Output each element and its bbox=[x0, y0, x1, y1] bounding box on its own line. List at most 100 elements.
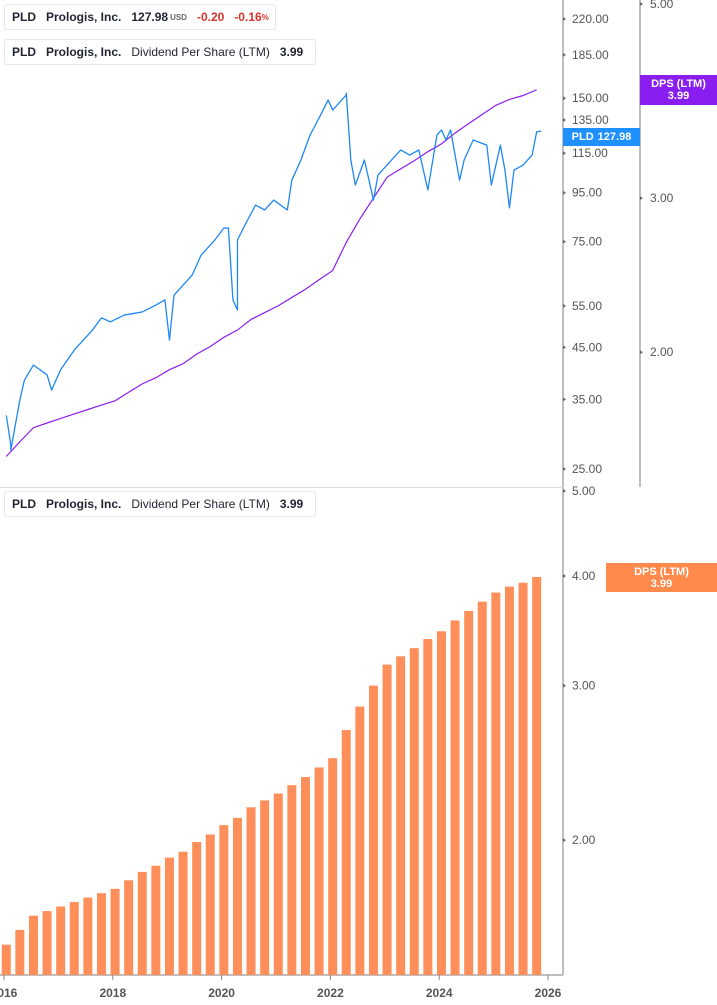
price-tick-label: 35.00 bbox=[572, 392, 602, 406]
x-tick-label: 2026 bbox=[535, 986, 562, 1000]
dps-tick-label: 4.00 bbox=[572, 569, 596, 583]
legend-value: 3.99 bbox=[279, 45, 304, 59]
x-tick-label: 2020 bbox=[208, 986, 235, 1000]
price-tick-label: 220.00 bbox=[572, 12, 609, 26]
tick-mark bbox=[563, 574, 566, 579]
dps-bar bbox=[260, 800, 270, 975]
dps-bar bbox=[69, 902, 79, 975]
dps-bar bbox=[178, 851, 188, 975]
tick-mark bbox=[563, 683, 566, 688]
legend-metric: Dividend Per Share (LTM) bbox=[131, 45, 270, 59]
tick-mark bbox=[563, 96, 566, 101]
dps-tick-label: 2.00 bbox=[572, 833, 596, 847]
price-tick-label: 95.00 bbox=[572, 186, 602, 200]
dps-bar bbox=[518, 582, 528, 975]
dps-bar bbox=[368, 685, 378, 975]
dps-bar bbox=[396, 656, 406, 975]
dps-tick-label: 5.00 bbox=[650, 0, 674, 11]
x-tick-label: 2024 bbox=[426, 986, 453, 1000]
dps-tag-value: 3.99 bbox=[667, 90, 690, 102]
dps-bar bbox=[355, 706, 365, 975]
x-tick-label: 2016 bbox=[0, 986, 18, 1000]
tick-mark bbox=[563, 838, 566, 843]
tick-mark bbox=[563, 397, 566, 402]
dps-tick-label: 5.00 bbox=[572, 484, 596, 498]
dps-bar bbox=[477, 601, 487, 975]
tick-mark bbox=[640, 196, 643, 201]
legend-pct-sign: % bbox=[261, 12, 269, 22]
tick-mark bbox=[563, 190, 566, 195]
price-tag-value: 127.98 bbox=[597, 131, 632, 143]
dps-tag-label: DPS (LTM) bbox=[634, 565, 689, 578]
price-tag: PLD 127.98 bbox=[563, 128, 640, 146]
price-tick-label: 75.00 bbox=[572, 235, 602, 249]
price-tick-label: 185.00 bbox=[572, 48, 609, 62]
dps-tick-label: 3.00 bbox=[650, 191, 674, 205]
tick-mark bbox=[640, 2, 643, 6]
dps-bar bbox=[232, 817, 242, 975]
dps-bar bbox=[409, 648, 419, 975]
dps-bar bbox=[110, 888, 120, 975]
tick-mark bbox=[563, 466, 566, 471]
dps-bar bbox=[1, 944, 11, 975]
legend-change: -0.20 bbox=[196, 10, 225, 24]
dps-bar bbox=[504, 586, 514, 975]
dps-tag-label: DPS (LTM) bbox=[651, 78, 706, 90]
dps-top-tag: DPS (LTM) 3.99 bbox=[640, 75, 717, 105]
legend-ticker: PLD bbox=[12, 10, 36, 24]
dps-bar bbox=[287, 785, 297, 975]
dps-bar bbox=[137, 871, 147, 975]
dps-tick-label: 2.00 bbox=[650, 345, 674, 359]
dps-bar bbox=[464, 610, 474, 975]
legend-price: 127.98 bbox=[131, 10, 169, 24]
dps-bar bbox=[450, 620, 460, 975]
dps-tag-value: 3.99 bbox=[650, 577, 673, 590]
price-tag-label: PLD bbox=[571, 131, 594, 143]
tick-mark bbox=[563, 239, 566, 244]
legend-dps-bottom[interactable]: PLD Prologis, Inc. Dividend Per Share (L… bbox=[4, 491, 316, 517]
dps-bar bbox=[56, 906, 66, 975]
tick-mark bbox=[563, 345, 566, 350]
legend-metric: Dividend Per Share (LTM) bbox=[131, 497, 270, 511]
tick-mark bbox=[563, 118, 566, 123]
dps-bar bbox=[532, 576, 542, 975]
x-tick-label: 2018 bbox=[99, 986, 126, 1000]
legend-dps-top[interactable]: PLD Prologis, Inc. Dividend Per Share (L… bbox=[4, 39, 316, 65]
dps-bar bbox=[124, 880, 134, 975]
legend-value: 3.99 bbox=[279, 497, 304, 511]
legend-ticker: PLD bbox=[12, 497, 36, 511]
dps-bar bbox=[151, 865, 161, 975]
price-tick-label: 150.00 bbox=[572, 91, 609, 105]
dps-line bbox=[5, 89, 537, 457]
dps-bar bbox=[382, 664, 392, 975]
legend-currency: USD bbox=[170, 12, 187, 22]
dps-bar bbox=[164, 857, 174, 975]
tick-mark bbox=[640, 350, 643, 355]
dps-bar bbox=[28, 915, 38, 975]
dps-bar bbox=[96, 893, 106, 975]
x-tick-label: 2022 bbox=[317, 986, 344, 1000]
tick-mark bbox=[563, 52, 566, 57]
tick-mark bbox=[563, 151, 566, 156]
dps-bar bbox=[341, 730, 351, 975]
dps-bar bbox=[42, 911, 52, 975]
dps-tick-label: 3.00 bbox=[572, 679, 596, 693]
legend-change-pct: -0.16 bbox=[234, 10, 262, 24]
price-tick-label: 115.00 bbox=[572, 146, 608, 160]
tick-mark bbox=[563, 303, 566, 308]
dps-bar bbox=[436, 631, 446, 975]
price-tick-label: 135.00 bbox=[572, 113, 609, 127]
legend-price[interactable]: PLD Prologis, Inc. 127.98 USD -0.20 -0.1… bbox=[4, 4, 276, 30]
price-tick-label: 25.00 bbox=[572, 462, 602, 476]
dps-bottom-tag: DPS (LTM) 3.99 bbox=[606, 563, 717, 592]
dps-bar bbox=[328, 758, 338, 975]
legend-company: Prologis, Inc. bbox=[46, 497, 122, 511]
dps-bar bbox=[314, 767, 324, 975]
dps-bar bbox=[300, 777, 310, 975]
dps-bar bbox=[205, 834, 215, 975]
price-line bbox=[5, 92, 542, 451]
dps-bar bbox=[491, 592, 501, 975]
tick-mark bbox=[563, 489, 566, 493]
price-tick-label: 45.00 bbox=[572, 340, 602, 354]
